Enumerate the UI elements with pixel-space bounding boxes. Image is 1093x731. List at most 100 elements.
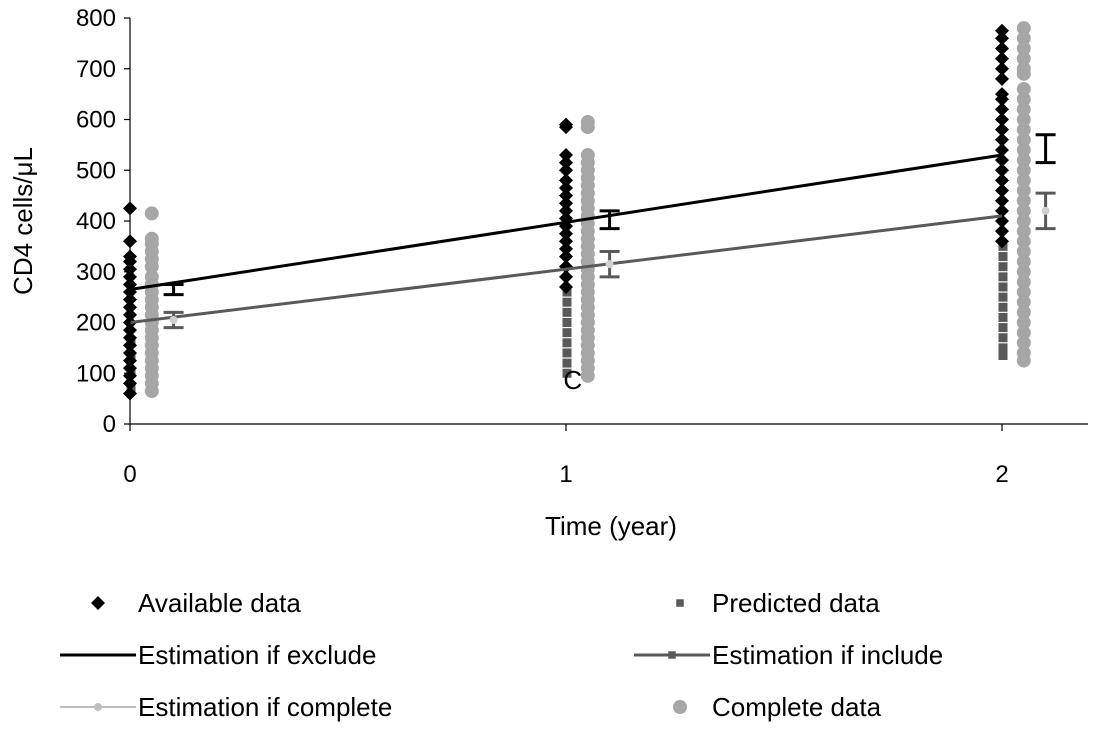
predicted-data-point [998,262,1008,272]
available-data-point [995,41,1009,56]
complete-data-point [1016,82,1031,97]
legend-label: Complete data [712,692,882,722]
available-data-point [995,23,1009,38]
available-data-point [995,142,1009,157]
legend-line-circle-icon [94,703,102,711]
complete-data-point [1016,295,1031,310]
legend-label: Predicted data [712,588,880,618]
legend-item: Estimation if include [634,640,943,670]
complete-data-point [1016,203,1031,218]
complete-data-point [1016,112,1031,127]
complete-data-point [1016,214,1031,228]
x-tick-label: 2 [995,461,1008,488]
available-data-point [995,102,1009,117]
legend-label: Estimation if include [712,640,943,670]
predicted-data-point [562,348,572,358]
complete-data-point [1016,142,1031,157]
complete-data-point [1016,305,1031,320]
available-data-point [995,173,1009,188]
available-data-point [559,279,573,294]
available-data-point [995,183,1009,198]
predicted-data-point [562,328,572,338]
estimation-include-line [129,214,1003,324]
complete-data-point [1016,335,1031,350]
complete-data-point [1016,183,1031,198]
available-data-point [995,203,1009,218]
predicted-data-point [562,338,572,348]
legend: Available data Predicted data Estimation i… [60,588,943,722]
complete-data-point [1016,234,1031,249]
available-data-point [995,61,1009,76]
y-tick-label: 300 [76,259,116,286]
available-data-point [559,234,573,249]
complete-data-point [1016,315,1031,330]
available-data-point [995,31,1009,46]
available-data-point [559,226,573,241]
complete-data-point [1016,274,1031,289]
y-tick-label: 800 [76,5,116,32]
available-data-point [559,249,573,264]
predicted-data-point [998,282,1008,292]
ticks: 0 100 200 300 400 500 600 700 800 0 1 2 [76,5,1009,488]
y-tick-label: 100 [76,360,116,387]
predicted-data-point [562,368,572,378]
legend-item: Estimation if complete [60,692,392,722]
predicted-data-point [998,343,1008,353]
complete-data-point [1016,285,1031,300]
complete-data-point [1016,31,1031,46]
available-data-point [995,112,1009,127]
predicted-data-point [998,312,1008,322]
y-tick-label: 500 [76,157,116,184]
estimation-complete-point [169,315,178,324]
predicted-data-point [562,307,572,317]
available-data-point [995,122,1009,137]
legend-item: Predicted data [676,588,880,618]
complete-data-point [1016,92,1031,107]
predicted-data-point [998,252,1008,262]
legend-label: Available data [138,588,301,618]
available-data-point [995,71,1009,86]
legend-diamond-icon [91,596,105,610]
y-axis-title: CD4 cells/μL [8,147,38,295]
legend-circle-icon [673,700,687,714]
x-tick-label: 1 [559,461,572,488]
complete-data-point [580,115,595,130]
available-data-point [559,148,573,163]
legend-square-icon [676,599,684,607]
legend-item: Complete data [673,692,882,722]
legend-line-square-icon [668,651,676,659]
available-data-point [995,224,1009,239]
available-data-point [559,196,573,211]
predicted-data-point [998,333,1008,343]
y-tick-label: 600 [76,107,116,134]
available-data-point [995,51,1009,66]
x-axis-title: Time (year) [545,511,677,541]
x-tick-label: 0 [123,461,136,488]
available-data-point [995,234,1009,249]
predicted-data-point [562,318,572,327]
y-tick-label: 400 [76,208,116,235]
complete-data-point [1016,173,1031,188]
y-tick-label: 700 [76,56,116,83]
complete-data-point [1016,21,1031,36]
predicted-data-point [998,302,1008,312]
estimation-exclude-line [129,153,1003,291]
available-data-point [559,203,573,218]
available-data-point [995,132,1009,147]
complete-data-point [1016,193,1031,208]
available-data-point [559,181,573,196]
complete-data-point [1016,132,1031,147]
available-data-point [559,269,573,284]
complete-data-point [580,148,595,163]
predicted-data-point [562,358,572,368]
available-data-point [559,155,573,170]
complete-data-point [1016,264,1031,279]
complete-data-point [1016,61,1031,76]
available-data-point [559,188,573,203]
complete-data-point [1016,102,1031,117]
estimation-complete-point [605,260,614,269]
complete-data-point [1016,51,1031,66]
predicted-data-point [998,350,1008,360]
available-data-point [995,163,1009,178]
